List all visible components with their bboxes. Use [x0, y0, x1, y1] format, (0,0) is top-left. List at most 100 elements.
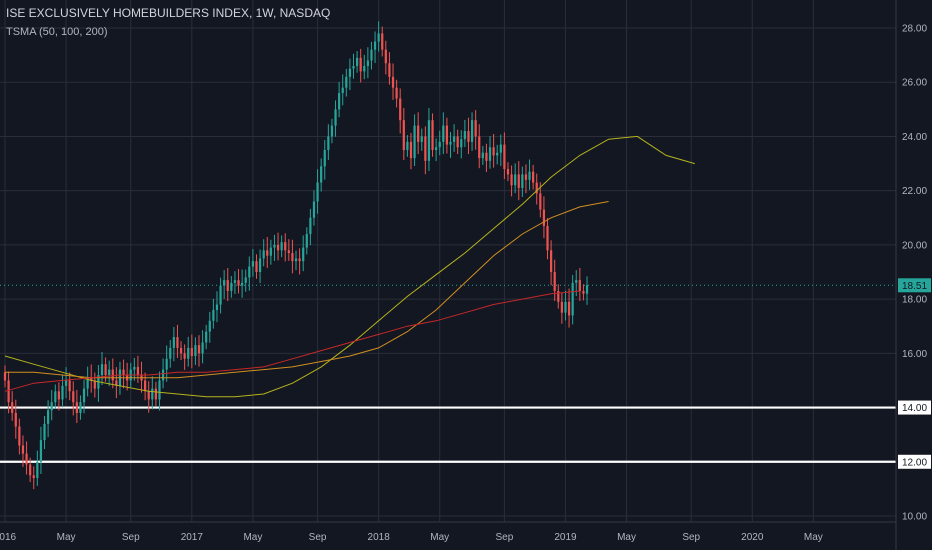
candle-body: [75, 402, 78, 413]
candle-body: [355, 57, 359, 66]
candle-body: [456, 136, 459, 148]
candle-body: [147, 391, 150, 400]
price-tick-label: 24.00: [902, 132, 927, 143]
candle-body: [481, 152, 484, 159]
candle-body: [409, 141, 413, 159]
candle-body: [370, 49, 373, 61]
candle-body: [312, 201, 316, 218]
time-tick-label: 2019: [554, 532, 577, 543]
candle-body: [488, 147, 492, 161]
candle-body: [179, 347, 183, 354]
candle-body: [470, 120, 474, 142]
candle-body: [546, 225, 549, 251]
candle-body: [478, 136, 481, 159]
candle-body: [122, 369, 125, 376]
candle-body: [445, 125, 449, 145]
candle-body: [316, 182, 319, 202]
candle-body: [197, 345, 201, 354]
candle-body: [244, 277, 247, 283]
price-tick-label: 26.00: [902, 78, 927, 89]
candle-body: [420, 136, 423, 142]
candle-body: [237, 280, 240, 286]
candle-body: [352, 65, 355, 69]
candle-body: [190, 347, 193, 357]
candle-body: [111, 369, 114, 381]
candle-body: [86, 377, 89, 389]
candle-body: [284, 242, 287, 251]
time-tick-label: Sep: [682, 532, 700, 543]
support-line-label: 12.00: [902, 457, 927, 468]
candle-body: [524, 174, 528, 180]
indicator-legend[interactable]: TSMA (50, 100, 200): [6, 26, 108, 38]
candle-body: [348, 68, 352, 77]
candle-body: [377, 33, 380, 42]
sma-200-line: [4, 290, 580, 392]
candle-body: [79, 402, 82, 413]
candle-body: [532, 171, 535, 183]
horizontal-lines[interactable]: 14.00 12.00: [0, 400, 931, 469]
price-tick-label: 18.00: [902, 295, 927, 306]
candle-body: [57, 391, 61, 400]
candle-body: [553, 272, 556, 291]
candle-body: [542, 209, 546, 226]
candle-body: [406, 141, 409, 150]
time-tick-label: Sep: [309, 532, 327, 543]
candle-body: [50, 402, 53, 411]
price-axis[interactable]: 28.00 26.00 24.00 22.00 20.00 18.00 16.00 10.00: [895, 0, 927, 550]
candle-body: [205, 331, 208, 343]
candle-body: [219, 285, 222, 305]
candle-body: [280, 242, 283, 251]
candle-body: [381, 33, 384, 50]
candle-body: [230, 282, 233, 291]
candle-body: [575, 280, 578, 283]
candle-body: [521, 174, 524, 188]
candle-body: [503, 144, 506, 169]
candle-body: [72, 391, 75, 403]
candle-body: [395, 87, 398, 99]
candle-body: [506, 168, 510, 175]
candle-body: [323, 150, 326, 167]
candle-body: [108, 369, 111, 376]
candle-body: [363, 65, 366, 72]
last-price-line: 18.51: [0, 278, 931, 293]
candle-body: [172, 337, 175, 348]
candle-body: [90, 377, 93, 381]
time-tick-label: Sep: [122, 532, 140, 543]
candle-body: [212, 309, 215, 321]
price-tick-label: 20.00: [902, 240, 927, 251]
support-line-label-bg: [898, 400, 931, 415]
time-tick-label: May: [243, 532, 262, 543]
candle-body: [169, 347, 172, 359]
candle-body: [183, 353, 186, 359]
candle-body: [294, 258, 298, 262]
candle-body: [269, 247, 272, 256]
candle-body: [528, 171, 531, 180]
time-tick-label: May: [57, 532, 76, 543]
candle-body: [435, 147, 438, 150]
price-tick-label: 16.00: [902, 349, 927, 360]
time-axis[interactable]: 2016 May Sep 2017 May Sep 2018 May Sep 2019 May Sep…: [0, 521, 896, 543]
candle-body: [104, 364, 107, 376]
candle-body: [320, 166, 323, 183]
candle-body: [276, 244, 280, 251]
candle-body: [413, 125, 416, 159]
candle-body: [467, 131, 470, 142]
candle-body: [585, 285, 589, 294]
candle-body: [144, 380, 147, 392]
candle-body: [25, 453, 28, 465]
candle-body: [384, 49, 387, 64]
price-tick-label: 22.00: [902, 186, 927, 197]
candle-body: [549, 250, 553, 272]
candle-body: [460, 139, 463, 148]
candle-body: [32, 475, 35, 479]
candle-body: [492, 147, 495, 156]
candle-body: [388, 63, 391, 77]
sma-100-line: [5, 201, 609, 379]
candle-body: [133, 366, 136, 370]
candle-body: [46, 410, 50, 424]
candle-body: [3, 372, 7, 381]
price-tick-label: 28.00: [902, 24, 927, 35]
candle-body: [582, 290, 585, 294]
